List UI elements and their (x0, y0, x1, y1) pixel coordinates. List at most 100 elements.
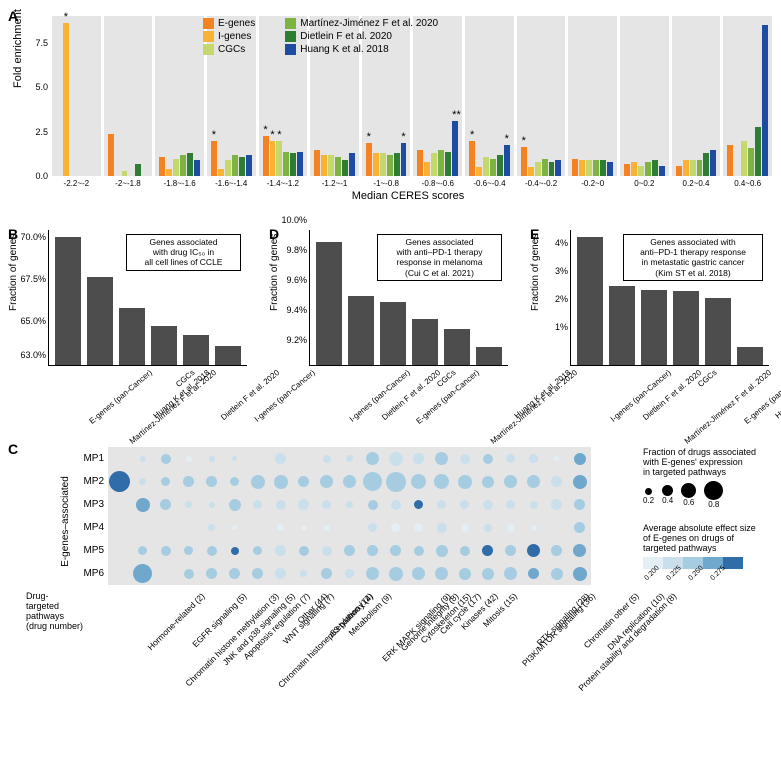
legend-swatch (285, 44, 296, 55)
y-tick: 65.0% (20, 316, 49, 326)
y-tick: 2% (555, 294, 571, 304)
panel-title-box: Genes associated with anti–PD-1 therapy … (377, 234, 502, 281)
dot (139, 478, 146, 485)
bar (342, 160, 348, 176)
dot-cell (522, 539, 545, 562)
dot (275, 545, 286, 556)
dot (435, 567, 448, 580)
dot (136, 498, 150, 512)
color-legend-title: Average absolute effect size of E-genes … (643, 523, 756, 553)
bar (683, 160, 689, 176)
bar (348, 296, 374, 365)
dot (230, 477, 239, 486)
bar (710, 150, 716, 176)
dot (504, 475, 517, 488)
dot-cell (154, 516, 177, 539)
panel-title-box: Genes associated with anti–PD-1 therapy … (623, 234, 763, 281)
bar (173, 159, 179, 176)
dot-cell (315, 539, 338, 562)
dot-cell (430, 539, 453, 562)
dot (276, 500, 286, 510)
bar (703, 153, 709, 176)
y-tick: 7.5 (35, 38, 48, 48)
dot (275, 453, 286, 464)
dot (573, 475, 587, 489)
panel-c-grid: MP1MP2MP3MP4MP5MP6 (108, 447, 591, 585)
dot-cell (246, 539, 269, 562)
bar (755, 127, 761, 176)
dot-cell (568, 539, 591, 562)
facet-label: -1.8~-1.6 (155, 179, 204, 188)
dot-cell (177, 539, 200, 562)
dot-cell (361, 539, 384, 562)
bar (270, 141, 276, 176)
plot-area: 63.0%65.0%67.5%70.0%Genes associated wit… (48, 230, 247, 366)
dot (574, 453, 586, 465)
dot (435, 452, 448, 465)
dot-cell (568, 470, 591, 493)
dot (274, 475, 288, 489)
dot-cell (246, 516, 269, 539)
dot-cell (384, 516, 407, 539)
panel-a-xlabel: Median CERES scores (352, 190, 465, 202)
legend-item: E-genes (203, 18, 255, 29)
dot-cell (200, 516, 223, 539)
dot (437, 500, 446, 509)
dot (386, 472, 406, 492)
facet: -1.8~-1.6 (155, 16, 204, 176)
bar (659, 166, 665, 176)
dot-cell (407, 516, 430, 539)
legend-swatch (203, 31, 214, 42)
dot (506, 454, 515, 463)
dot (208, 524, 215, 531)
dot-cell (315, 470, 338, 493)
sig-star: ** (452, 109, 458, 121)
dot (206, 568, 217, 579)
y-tick: 4% (555, 238, 571, 248)
bar (469, 141, 475, 176)
x-category: Dietlein F et al. 2020 (641, 368, 703, 422)
legend-label: Huang K et al. 2018 (300, 44, 388, 55)
dot-cell (177, 447, 200, 470)
bar (741, 141, 747, 176)
dot (298, 499, 309, 510)
dot-cell (131, 516, 154, 539)
row-label: MP4 (83, 516, 108, 539)
dot (527, 475, 540, 488)
y-tick: 9.6% (286, 275, 310, 285)
facet-label: -0.8~-0.6 (413, 179, 462, 188)
dot-cell (200, 562, 223, 585)
dot (527, 544, 540, 557)
dot (253, 500, 262, 509)
facet: 0~0.2 (620, 16, 669, 176)
bar (424, 162, 430, 176)
facet-label: -1.4~-1.2 (259, 179, 308, 188)
panel-c-rowgroup-bottom: Drug- targeted pathways (drug number) (26, 591, 83, 631)
panel-c-rowgroup-left: E-genes–associated (60, 476, 71, 567)
dot (161, 454, 171, 464)
dot-cell (223, 539, 246, 562)
size-legend-dot (681, 483, 696, 498)
dot-cell (200, 470, 223, 493)
dot-cell (223, 516, 246, 539)
bar (652, 160, 658, 176)
bar (63, 23, 69, 176)
dot-cell (568, 447, 591, 470)
dot-cell (131, 447, 154, 470)
dot-cell (223, 562, 246, 585)
bar (290, 153, 296, 176)
dot (531, 525, 537, 531)
facet-label: -1.6~-1.4 (207, 179, 256, 188)
dot-cell (430, 493, 453, 516)
dot-cell (430, 562, 453, 585)
dot (390, 545, 401, 556)
dot-cell (269, 562, 292, 585)
dot-cell (338, 562, 361, 585)
dot-cell (315, 447, 338, 470)
panel-a-ylabel: Fold enrichment (12, 9, 24, 88)
dot-cell (384, 470, 407, 493)
panel-b: BFraction of genes63.0%65.0%67.5%70.0%Ge… (8, 226, 251, 431)
dot-cell (407, 447, 430, 470)
dot-cell (223, 447, 246, 470)
dot-cell (499, 562, 522, 585)
